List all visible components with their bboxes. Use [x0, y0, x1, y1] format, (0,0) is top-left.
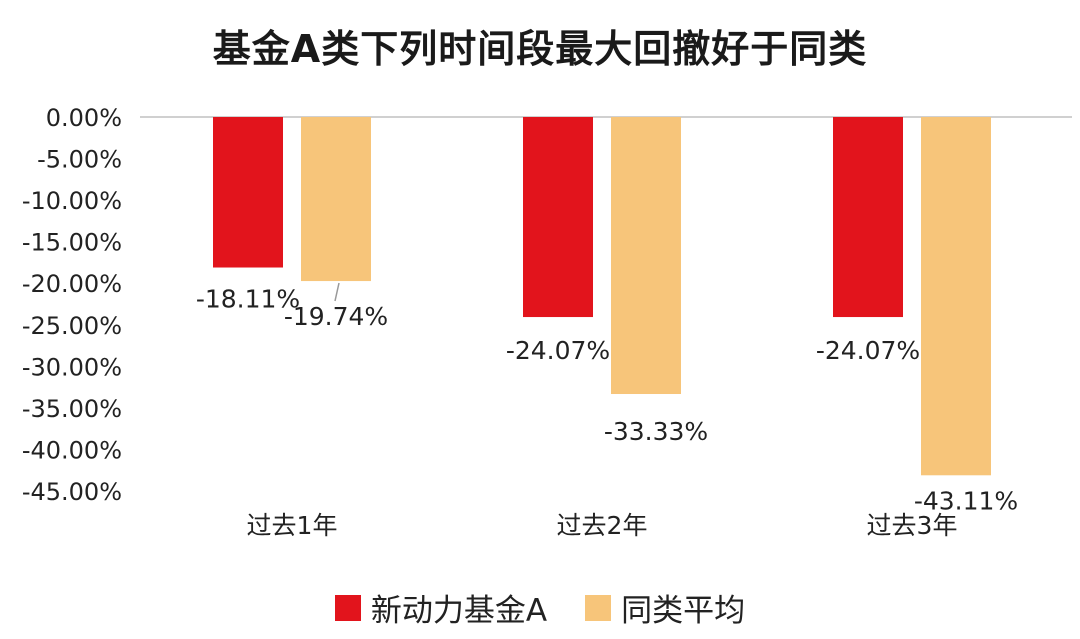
legend-label-series-2: 同类平均 — [621, 593, 746, 629]
y-tick-label: -40.00% — [22, 436, 122, 464]
x-tick-label: 过去2年 — [557, 511, 648, 540]
y-tick-label: 0.00% — [46, 104, 122, 132]
legend-item-series-2: 同类平均 — [585, 585, 745, 630]
data-label: -18.11% — [196, 285, 300, 314]
y-tick-label: -5.00% — [37, 146, 122, 174]
label-leader-line — [334, 282, 340, 302]
bar-1-1 — [213, 117, 283, 268]
data-label: -33.33% — [604, 417, 708, 446]
y-tick-label: -10.00% — [22, 187, 122, 215]
legend-swatch-series-1 — [334, 594, 361, 621]
data-label: -24.07% — [816, 336, 920, 365]
y-tick-label: -20.00% — [22, 270, 122, 298]
legend-swatch-series-2 — [585, 594, 612, 621]
chart-title: 基金A类下列时间段最大回撤好于同类 — [212, 27, 868, 71]
data-label: -24.07% — [506, 336, 610, 365]
bar-2-1 — [301, 117, 371, 282]
y-tick-label: -30.00% — [22, 353, 122, 381]
legend-item-series-1: 新动力基金A — [334, 585, 548, 630]
y-tick-label: -35.00% — [22, 395, 122, 423]
data-label: -43.11% — [914, 486, 1018, 515]
x-tick-label: 过去3年 — [867, 511, 958, 540]
y-tick-label: -25.00% — [22, 312, 122, 340]
legend-label-series-1: 新动力基金A — [370, 593, 548, 629]
chart-legend: 新动力基金A 同类平均 — [0, 585, 1080, 630]
bar-2-2 — [611, 117, 681, 395]
bar-1-2 — [523, 117, 593, 318]
bar-1-3 — [833, 117, 903, 318]
bar-chart: 0.00% -5.00% -10.00% -15.00% -20.00% -25.00% -… — [22, 104, 1072, 540]
y-tick-label: -45.00% — [22, 478, 122, 506]
y-tick-label: -15.00% — [22, 229, 122, 257]
data-label: -19.74% — [284, 302, 388, 331]
x-tick-label: 过去1年 — [247, 511, 338, 540]
bar-2-3 — [921, 117, 991, 476]
